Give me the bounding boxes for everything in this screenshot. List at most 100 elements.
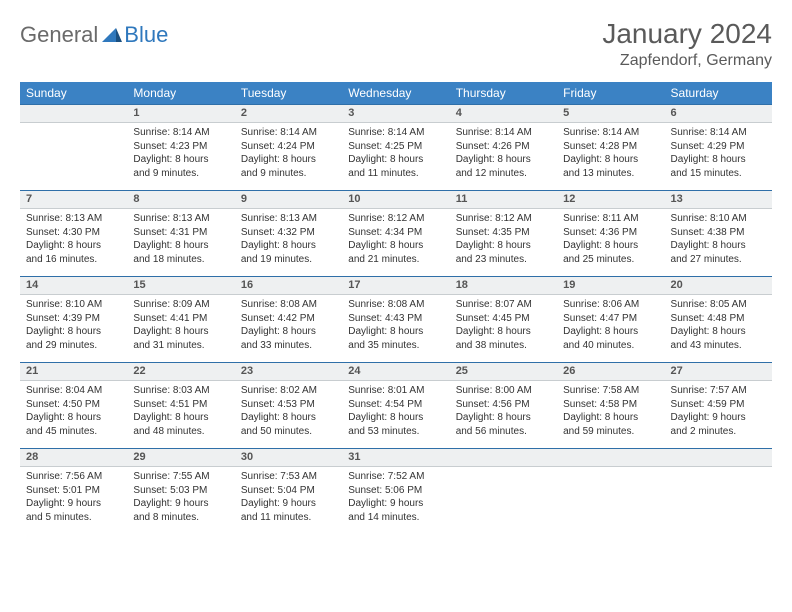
logo-mark-icon	[102, 24, 122, 47]
day-d1-text: Daylight: 8 hours	[671, 325, 766, 339]
day-ss-text: Sunset: 4:26 PM	[456, 140, 551, 154]
day-content-cell: Sunrise: 7:52 AMSunset: 5:06 PMDaylight:…	[342, 467, 449, 535]
day-d1-text: Daylight: 8 hours	[456, 239, 551, 253]
logo-text-blue: Blue	[124, 22, 168, 48]
day-ss-text: Sunset: 5:04 PM	[241, 484, 336, 498]
day-sr-text: Sunrise: 8:06 AM	[563, 298, 658, 312]
day-ss-text: Sunset: 4:35 PM	[456, 226, 551, 240]
calendar-body: 123456Sunrise: 8:14 AMSunset: 4:23 PMDay…	[20, 105, 772, 535]
day-d2-text: and 13 minutes.	[563, 167, 658, 181]
day-content-cell: Sunrise: 8:12 AMSunset: 4:34 PMDaylight:…	[342, 209, 449, 277]
day-d1-text: Daylight: 8 hours	[241, 411, 336, 425]
day-sr-text: Sunrise: 7:53 AM	[241, 470, 336, 484]
day-sr-text: Sunrise: 8:14 AM	[241, 126, 336, 140]
day-d2-text: and 12 minutes.	[456, 167, 551, 181]
day-ss-text: Sunset: 4:47 PM	[563, 312, 658, 326]
logo: General Blue	[20, 22, 168, 48]
day-d2-text: and 9 minutes.	[241, 167, 336, 181]
day-d1-text: Daylight: 8 hours	[563, 239, 658, 253]
day-content-cell: Sunrise: 8:11 AMSunset: 4:36 PMDaylight:…	[557, 209, 664, 277]
day-sr-text: Sunrise: 8:04 AM	[26, 384, 121, 398]
day-sr-text: Sunrise: 8:00 AM	[456, 384, 551, 398]
day-number-cell: 18	[450, 277, 557, 295]
day-ss-text: Sunset: 4:58 PM	[563, 398, 658, 412]
weekday-header: Tuesday	[235, 82, 342, 105]
weekday-header: Thursday	[450, 82, 557, 105]
day-ss-text: Sunset: 4:41 PM	[133, 312, 228, 326]
day-content-cell: Sunrise: 7:58 AMSunset: 4:58 PMDaylight:…	[557, 381, 664, 449]
day-sr-text: Sunrise: 8:05 AM	[671, 298, 766, 312]
day-sr-text: Sunrise: 8:14 AM	[563, 126, 658, 140]
day-content-cell: Sunrise: 8:02 AMSunset: 4:53 PMDaylight:…	[235, 381, 342, 449]
day-d2-text: and 21 minutes.	[348, 253, 443, 267]
day-ss-text: Sunset: 4:56 PM	[456, 398, 551, 412]
day-d2-text: and 9 minutes.	[133, 167, 228, 181]
day-content-cell: Sunrise: 8:06 AMSunset: 4:47 PMDaylight:…	[557, 295, 664, 363]
day-ss-text: Sunset: 4:43 PM	[348, 312, 443, 326]
day-d1-text: Daylight: 8 hours	[241, 153, 336, 167]
day-sr-text: Sunrise: 8:14 AM	[348, 126, 443, 140]
title-block: January 2024 Zapfendorf, Germany	[602, 18, 772, 70]
day-d1-text: Daylight: 8 hours	[241, 325, 336, 339]
day-sr-text: Sunrise: 8:14 AM	[456, 126, 551, 140]
day-ss-text: Sunset: 4:48 PM	[671, 312, 766, 326]
day-ss-text: Sunset: 4:25 PM	[348, 140, 443, 154]
day-sr-text: Sunrise: 8:07 AM	[456, 298, 551, 312]
weekday-header-row: Sunday Monday Tuesday Wednesday Thursday…	[20, 82, 772, 105]
day-content-cell: Sunrise: 8:09 AMSunset: 4:41 PMDaylight:…	[127, 295, 234, 363]
day-content-cell: Sunrise: 8:14 AMSunset: 4:23 PMDaylight:…	[127, 123, 234, 191]
day-d1-text: Daylight: 8 hours	[241, 239, 336, 253]
day-d2-text: and 25 minutes.	[563, 253, 658, 267]
day-number-cell: 25	[450, 363, 557, 381]
day-sr-text: Sunrise: 8:13 AM	[26, 212, 121, 226]
day-d2-text: and 59 minutes.	[563, 425, 658, 439]
day-d1-text: Daylight: 8 hours	[563, 411, 658, 425]
day-number-row: 21222324252627	[20, 363, 772, 381]
day-number-cell: 22	[127, 363, 234, 381]
day-ss-text: Sunset: 4:24 PM	[241, 140, 336, 154]
day-d1-text: Daylight: 8 hours	[133, 153, 228, 167]
day-sr-text: Sunrise: 7:56 AM	[26, 470, 121, 484]
day-number-cell: 8	[127, 191, 234, 209]
weekday-header: Friday	[557, 82, 664, 105]
day-number-cell: 21	[20, 363, 127, 381]
day-d1-text: Daylight: 8 hours	[348, 325, 443, 339]
day-number-cell: 7	[20, 191, 127, 209]
day-content-cell: Sunrise: 8:13 AMSunset: 4:30 PMDaylight:…	[20, 209, 127, 277]
day-content-cell: Sunrise: 8:08 AMSunset: 4:43 PMDaylight:…	[342, 295, 449, 363]
day-d1-text: Daylight: 8 hours	[563, 153, 658, 167]
day-number-cell: 20	[665, 277, 772, 295]
day-d2-text: and 31 minutes.	[133, 339, 228, 353]
day-number-cell: 23	[235, 363, 342, 381]
day-d1-text: Daylight: 8 hours	[563, 325, 658, 339]
day-sr-text: Sunrise: 7:57 AM	[671, 384, 766, 398]
day-sr-text: Sunrise: 8:02 AM	[241, 384, 336, 398]
day-content-cell: Sunrise: 8:08 AMSunset: 4:42 PMDaylight:…	[235, 295, 342, 363]
weekday-header: Monday	[127, 82, 234, 105]
day-number-cell: 14	[20, 277, 127, 295]
day-content-cell: Sunrise: 8:12 AMSunset: 4:35 PMDaylight:…	[450, 209, 557, 277]
day-sr-text: Sunrise: 8:08 AM	[348, 298, 443, 312]
day-d1-text: Daylight: 8 hours	[671, 239, 766, 253]
logo-text-general: General	[20, 22, 98, 48]
day-number-cell: 10	[342, 191, 449, 209]
day-d2-text: and 23 minutes.	[456, 253, 551, 267]
day-number-cell: 9	[235, 191, 342, 209]
day-number-cell: 13	[665, 191, 772, 209]
day-content-cell: Sunrise: 8:14 AMSunset: 4:28 PMDaylight:…	[557, 123, 664, 191]
day-sr-text: Sunrise: 8:11 AM	[563, 212, 658, 226]
day-d1-text: Daylight: 8 hours	[671, 153, 766, 167]
day-ss-text: Sunset: 4:30 PM	[26, 226, 121, 240]
day-sr-text: Sunrise: 8:09 AM	[133, 298, 228, 312]
day-content-cell: Sunrise: 7:57 AMSunset: 4:59 PMDaylight:…	[665, 381, 772, 449]
day-ss-text: Sunset: 4:54 PM	[348, 398, 443, 412]
day-d2-text: and 5 minutes.	[26, 511, 121, 525]
day-ss-text: Sunset: 4:31 PM	[133, 226, 228, 240]
day-content-row: Sunrise: 8:14 AMSunset: 4:23 PMDaylight:…	[20, 123, 772, 191]
day-sr-text: Sunrise: 8:03 AM	[133, 384, 228, 398]
day-sr-text: Sunrise: 8:10 AM	[671, 212, 766, 226]
day-number-cell: 2	[235, 105, 342, 123]
day-number-cell	[665, 449, 772, 467]
day-d1-text: Daylight: 9 hours	[241, 497, 336, 511]
day-d1-text: Daylight: 8 hours	[26, 411, 121, 425]
